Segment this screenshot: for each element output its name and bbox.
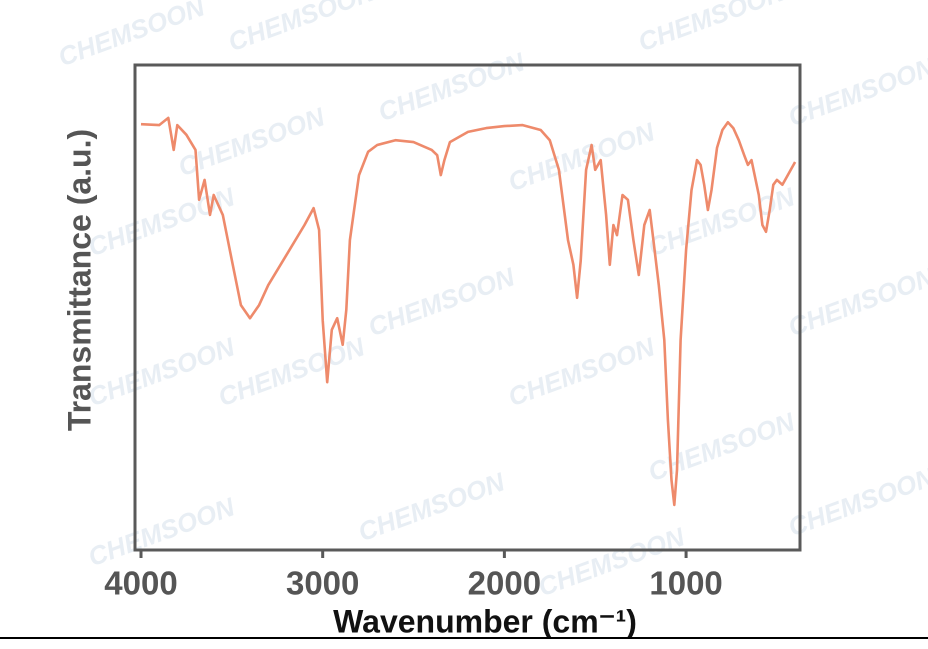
x-tick-label: 1000 (649, 565, 722, 602)
watermark: CHEMSOON (504, 331, 659, 412)
watermark: CHEMSOON (504, 116, 659, 197)
plot-frame (133, 63, 802, 552)
watermark: CHEMSOON (644, 181, 799, 262)
watermark: CHEMSOON (84, 331, 239, 412)
watermark: CHEMSOON (214, 331, 369, 412)
y-axis-label: Transmittance (a.u.) (61, 129, 97, 431)
watermark: CHEMSOON (634, 0, 789, 57)
x-tick-label: 4000 (104, 565, 177, 602)
watermark: CHEMSOON (784, 51, 928, 132)
watermark: CHEMSOON (224, 0, 379, 57)
watermarks: CHEMSOON CHEMSOON CHEMSOONCHEMSOONCHEMSOON… (54, 0, 928, 602)
watermark: CHEMSOON (364, 261, 519, 342)
spectrum-line (140, 116, 797, 507)
watermark: CHEMSOON (784, 461, 928, 542)
x-tick-label: 3000 (286, 565, 359, 602)
x-axis-label: Wavenumber (cm⁻¹) (333, 603, 637, 639)
watermark: CHEMSOON (784, 261, 928, 342)
watermark: CHEMSOON (54, 0, 209, 72)
watermark: CHEMSOON (354, 466, 509, 547)
watermark: CHEMSOON (374, 46, 529, 127)
watermark: CHEMSOON (84, 181, 239, 262)
x-tick-label: 2000 (468, 565, 541, 602)
watermark: CHEMSOON (84, 491, 239, 572)
